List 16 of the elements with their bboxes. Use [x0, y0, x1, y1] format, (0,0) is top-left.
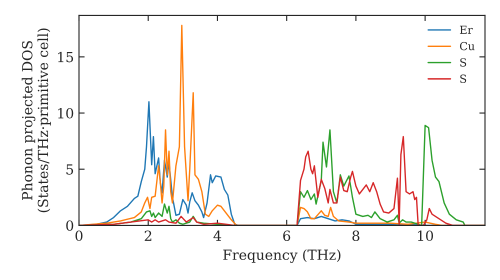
- legend-label: S: [460, 74, 466, 83]
- y-tick-label: 15: [58, 52, 74, 62]
- x-tick-label: 0: [75, 230, 82, 242]
- legend-label: Cu: [460, 42, 475, 50]
- x-axis-title: Frequency (THz): [223, 249, 340, 263]
- y-tick-label: 10: [58, 108, 74, 119]
- legend-label: Er: [460, 26, 473, 34]
- legend-label: S: [460, 58, 466, 67]
- y-tick-label: 0: [66, 220, 74, 231]
- y-axis-title: Phonon projected DOS (States/THz·primitive cell): [22, 28, 51, 212]
- x-tick-label: 10: [418, 230, 434, 242]
- x-tick-label: 8: [352, 230, 360, 242]
- x-tick-label: 4: [213, 230, 222, 241]
- x-tick-label: 6: [283, 230, 290, 242]
- y-tick-label: 5: [66, 164, 74, 175]
- x-tick-label: 2: [144, 230, 152, 241]
